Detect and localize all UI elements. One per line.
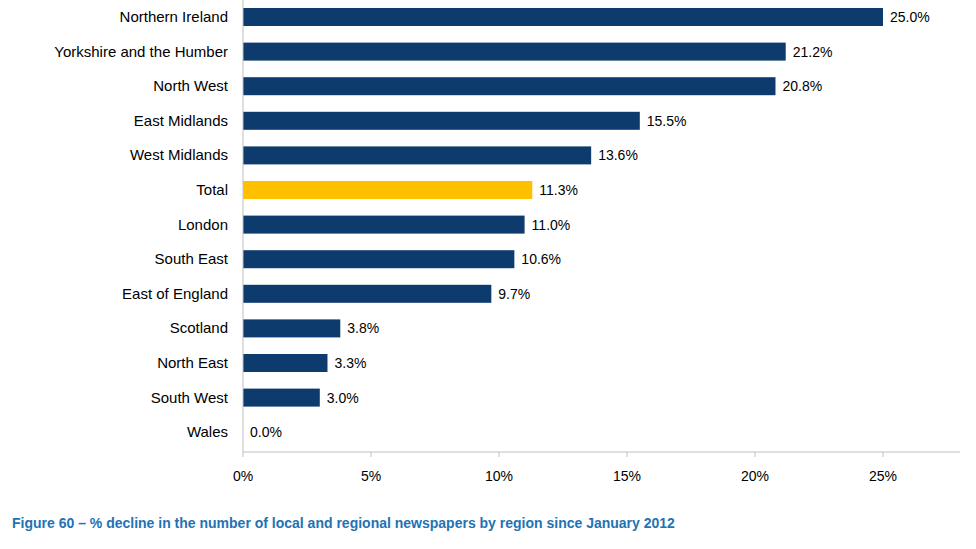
category-label: North East bbox=[157, 354, 229, 371]
bar bbox=[243, 112, 640, 130]
category-label: Total bbox=[196, 181, 228, 198]
data-label: 3.8% bbox=[347, 320, 379, 336]
category-label: North West bbox=[153, 77, 229, 94]
bar bbox=[243, 319, 340, 337]
x-tick-label: 0% bbox=[233, 468, 253, 484]
category-label: East of England bbox=[122, 285, 228, 302]
category-label: West Midlands bbox=[130, 146, 228, 163]
bar bbox=[243, 250, 514, 268]
data-label: 21.2% bbox=[793, 44, 833, 60]
x-axis-line bbox=[243, 452, 960, 453]
x-tick bbox=[627, 452, 628, 457]
data-label: 10.6% bbox=[521, 251, 561, 267]
data-label: 0.0% bbox=[250, 424, 282, 440]
bar bbox=[243, 181, 532, 199]
data-label: 15.5% bbox=[647, 113, 687, 129]
bar bbox=[243, 8, 883, 26]
x-tick bbox=[371, 452, 372, 457]
chart-svg: Northern Ireland 25.0% Yorkshire and the H… bbox=[0, 0, 976, 549]
category-label: Northern Ireland bbox=[120, 8, 228, 25]
bar bbox=[243, 389, 320, 407]
x-tick-label: 25% bbox=[869, 468, 897, 484]
axes: 0% 5% 10% 15% 20% 25% bbox=[233, 0, 960, 484]
x-tick bbox=[243, 452, 244, 457]
bar bbox=[243, 146, 591, 164]
data-label: 11.3% bbox=[539, 182, 578, 198]
data-label: 9.7% bbox=[498, 286, 530, 302]
chart-container: Northern Ireland 25.0% Yorkshire and the H… bbox=[0, 0, 976, 549]
x-tick-label: 15% bbox=[613, 468, 641, 484]
category-label: East Midlands bbox=[134, 112, 228, 129]
data-label: 25.0% bbox=[890, 9, 930, 25]
data-label: 3.0% bbox=[327, 390, 359, 406]
labels: Northern Ireland 25.0% Yorkshire and the H… bbox=[54, 8, 929, 440]
x-tick bbox=[755, 452, 756, 457]
x-tick bbox=[883, 452, 884, 457]
bar bbox=[243, 285, 491, 303]
data-label: 20.8% bbox=[782, 78, 822, 94]
bar bbox=[243, 216, 525, 234]
data-label: 3.3% bbox=[334, 355, 366, 371]
bar bbox=[243, 43, 786, 61]
data-label: 13.6% bbox=[598, 147, 638, 163]
x-tick-label: 10% bbox=[485, 468, 513, 484]
data-label: 11.0% bbox=[532, 217, 571, 233]
bars bbox=[243, 8, 883, 407]
x-tick bbox=[499, 452, 500, 457]
x-tick-label: 20% bbox=[741, 468, 769, 484]
x-tick-label: 5% bbox=[361, 468, 381, 484]
y-axis-line bbox=[243, 0, 244, 452]
category-label: London bbox=[178, 216, 228, 233]
bar bbox=[243, 354, 327, 372]
category-label: South East bbox=[155, 250, 229, 267]
category-label: Yorkshire and the Humber bbox=[54, 43, 228, 60]
chart-title: Figure 60 – % decline in the number of l… bbox=[12, 515, 675, 531]
category-label: South West bbox=[151, 389, 229, 406]
category-label: Wales bbox=[187, 423, 228, 440]
bar bbox=[243, 77, 775, 95]
category-label: Scotland bbox=[170, 319, 228, 336]
